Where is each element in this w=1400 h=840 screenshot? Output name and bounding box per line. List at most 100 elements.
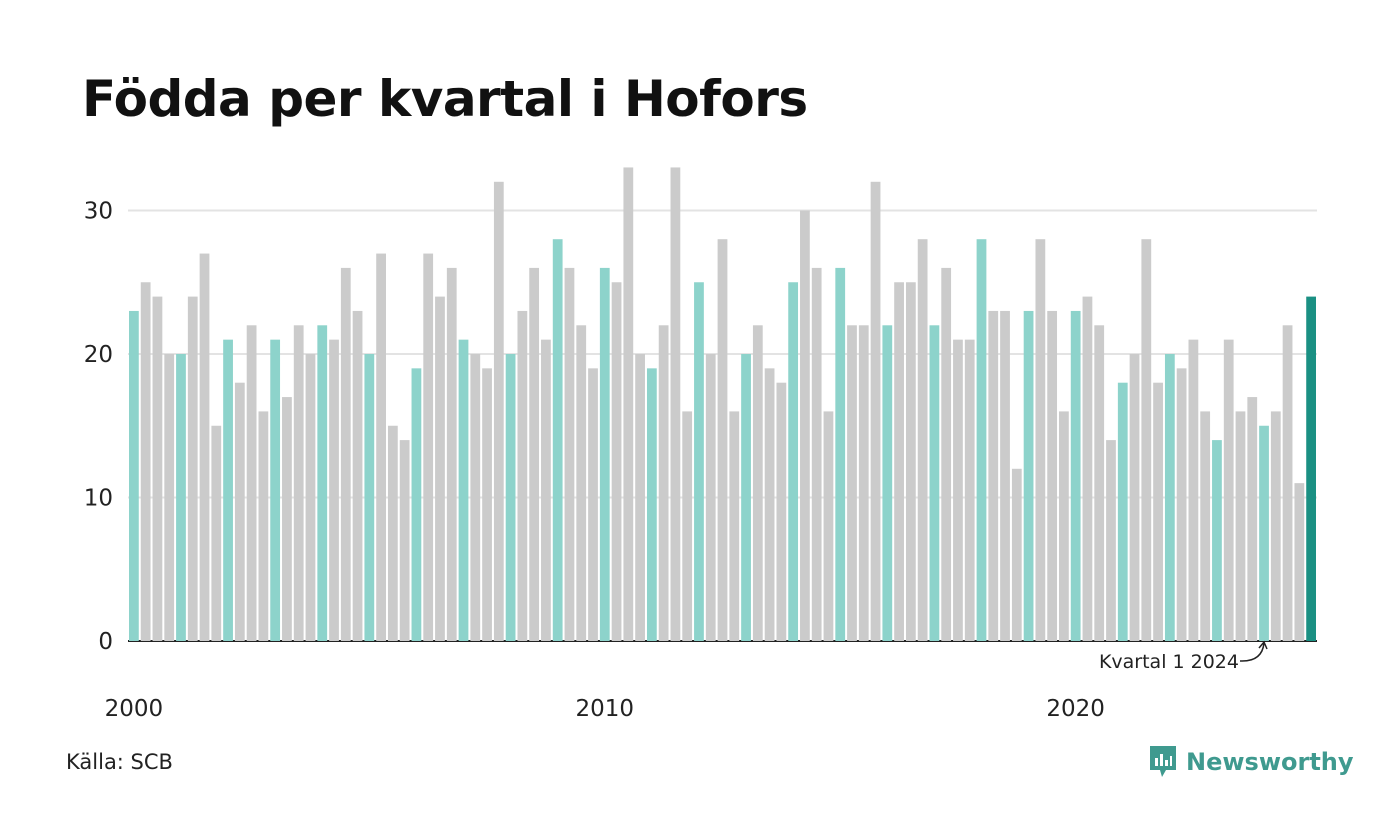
bar <box>882 325 893 641</box>
bar <box>387 425 398 641</box>
bar <box>870 181 881 642</box>
bar <box>847 325 857 641</box>
bar <box>435 296 445 641</box>
bar <box>176 354 186 641</box>
bar <box>1011 468 1022 641</box>
bar <box>729 411 740 641</box>
bar <box>1200 411 1211 641</box>
bar <box>717 239 728 641</box>
bars <box>129 167 1316 642</box>
y-tick-label: 0 <box>98 629 113 655</box>
bar <box>964 339 975 641</box>
bar-chart: 0 10 20 30 2000 2010 2020 Kvartal 1 2024 <box>84 167 1317 722</box>
x-tick-label: 2010 <box>576 696 635 722</box>
newsworthy-logo-icon <box>1150 746 1176 777</box>
bar <box>1129 354 1140 641</box>
bar <box>835 267 846 641</box>
bar <box>741 354 751 641</box>
bar <box>541 339 551 641</box>
bar <box>1047 310 1058 641</box>
bar <box>858 325 869 641</box>
bar <box>646 368 657 641</box>
y-tick-label: 30 <box>84 199 113 225</box>
bar <box>1223 339 1234 641</box>
bar <box>140 282 151 641</box>
bar <box>1153 382 1163 641</box>
bar <box>1082 296 1093 641</box>
bar <box>694 282 704 641</box>
bar <box>635 354 645 641</box>
bar <box>1259 425 1269 641</box>
annotation: Kvartal 1 2024 <box>1099 640 1268 673</box>
bar <box>399 440 410 641</box>
bar <box>905 282 916 641</box>
bar <box>234 382 245 641</box>
bar <box>1212 440 1222 641</box>
bar <box>658 325 669 641</box>
bar <box>505 354 516 641</box>
bar <box>752 325 763 641</box>
bar <box>988 310 999 641</box>
bar <box>187 296 198 641</box>
bar <box>917 239 928 641</box>
bar <box>423 253 434 642</box>
bar <box>1023 310 1034 641</box>
bar <box>1141 239 1152 641</box>
bar <box>329 339 339 641</box>
bar <box>1306 296 1316 641</box>
bar <box>1188 339 1199 641</box>
bar <box>364 354 375 641</box>
bar <box>482 368 492 641</box>
bar <box>1106 440 1116 641</box>
bar <box>211 425 222 641</box>
bar <box>458 339 469 641</box>
bar <box>929 325 940 641</box>
brand-name: Newsworthy <box>1186 748 1354 776</box>
bar <box>623 167 634 641</box>
bar <box>611 282 622 641</box>
bar <box>1117 382 1128 641</box>
bar <box>246 325 257 641</box>
chart-title: Födda per kvartal i Hofors <box>82 70 808 128</box>
bar <box>1000 310 1010 641</box>
bar <box>1070 310 1081 641</box>
bar <box>1094 325 1105 641</box>
bar <box>941 267 952 641</box>
annotation-arrow <box>1239 642 1265 662</box>
bar <box>564 267 575 641</box>
bar <box>293 325 304 641</box>
bar <box>352 310 363 641</box>
brand[interactable]: Newsworthy <box>1148 744 1354 780</box>
bar <box>811 267 822 641</box>
bar <box>670 167 681 641</box>
bar <box>305 354 316 641</box>
bar <box>129 310 139 641</box>
bar <box>1294 483 1305 641</box>
bar <box>1176 368 1187 641</box>
bar <box>529 267 540 641</box>
bar <box>1282 325 1293 641</box>
bar <box>976 239 987 641</box>
bar <box>682 411 693 641</box>
bar <box>953 339 963 641</box>
bar <box>1035 239 1046 641</box>
bar <box>223 339 233 641</box>
y-tick-label: 10 <box>84 486 113 512</box>
bar <box>576 325 587 641</box>
x-tick-label: 2000 <box>105 696 164 722</box>
bar <box>1270 411 1281 641</box>
bar <box>800 210 810 641</box>
annotation-arrowhead <box>1258 640 1268 650</box>
annotation-label: Kvartal 1 2024 <box>1099 651 1239 673</box>
bar <box>470 354 481 641</box>
bar <box>705 354 716 641</box>
bar <box>493 181 504 642</box>
bar <box>517 310 528 641</box>
bar <box>776 382 787 641</box>
bar <box>282 397 292 641</box>
bar <box>152 296 163 641</box>
y-tick-label: 20 <box>84 342 113 368</box>
bar <box>1164 354 1175 641</box>
bar <box>599 267 610 641</box>
bar <box>258 411 269 641</box>
